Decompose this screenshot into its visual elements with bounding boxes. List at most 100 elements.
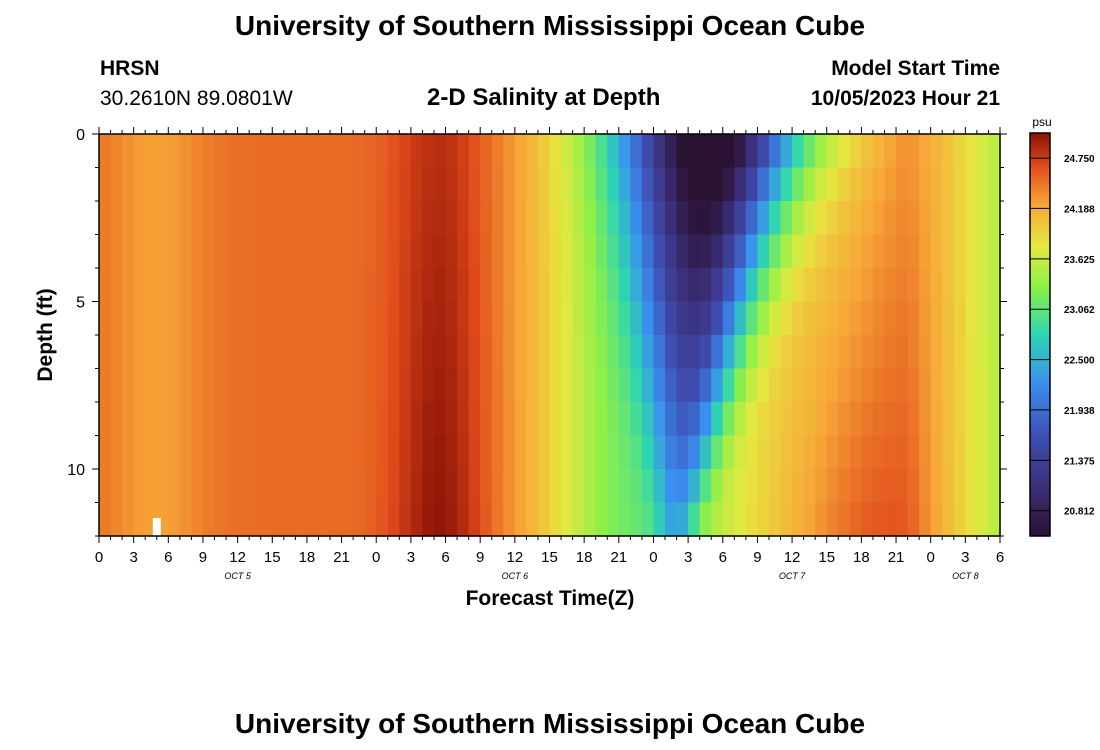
heatmap-cell — [364, 368, 377, 403]
heatmap-cell — [214, 301, 227, 336]
heatmap-cell — [376, 201, 389, 236]
heatmap-cell — [953, 301, 966, 336]
heatmap-cell — [872, 167, 886, 202]
heatmap-cell — [699, 335, 712, 370]
heatmap-cell — [422, 435, 435, 470]
heatmap-cell — [237, 435, 250, 470]
heatmap-cell — [353, 435, 366, 470]
heatmap-cell — [792, 167, 805, 202]
heatmap-cell — [145, 402, 158, 437]
heatmap-cell — [202, 402, 216, 437]
heatmap-cell — [826, 368, 839, 403]
heatmap-cell — [861, 435, 874, 470]
heatmap-cell — [272, 435, 285, 470]
x-tick-label: 15 — [818, 549, 835, 566]
page-title: University of Southern Mississippi Ocean… — [234, 10, 866, 41]
heatmap-cell — [237, 402, 250, 437]
heatmap-cell — [514, 234, 527, 269]
heatmap-cell — [110, 435, 123, 470]
heatmap-cell — [653, 469, 666, 504]
heatmap-cell — [838, 368, 851, 403]
heatmap-cell — [688, 402, 701, 437]
model-start-time: 10/05/2023 Hour 21 — [810, 87, 1000, 110]
heatmap-cell — [156, 301, 169, 336]
heatmap-cell — [445, 335, 458, 370]
heatmap-cell — [803, 335, 816, 370]
heatmap-cell — [768, 469, 782, 504]
heatmap-cell — [907, 335, 920, 370]
heatmap-cell — [283, 167, 296, 202]
heatmap-cell — [872, 435, 886, 470]
heatmap-cell — [145, 335, 158, 370]
heatmap-cell — [457, 469, 470, 504]
heatmap-cell — [930, 469, 943, 504]
heatmap-cell — [561, 201, 574, 236]
heatmap-cell — [803, 234, 816, 269]
heatmap-cell — [422, 368, 435, 403]
heatmap-cell — [757, 301, 770, 336]
heatmap-cell — [376, 167, 389, 202]
heatmap-cell — [607, 402, 620, 437]
heatmap-cell — [849, 134, 862, 169]
heatmap-cell — [491, 469, 504, 504]
heatmap-cell — [537, 502, 551, 537]
heatmap-cell — [630, 301, 643, 336]
heatmap-cell — [249, 134, 262, 169]
heatmap-cell — [387, 402, 400, 437]
heatmap-cell — [803, 201, 816, 236]
heatmap-cell — [849, 335, 862, 370]
heatmap-cell — [930, 234, 943, 269]
heatmap-cell — [653, 368, 666, 403]
y-tick-label: 0 — [76, 127, 85, 144]
x-tick-label: 15 — [264, 549, 281, 566]
heatmap-cell — [295, 201, 308, 236]
heatmap-cell — [237, 502, 250, 537]
heatmap-cell — [468, 469, 481, 504]
heatmap-cell — [330, 301, 343, 336]
heatmap-cell — [896, 502, 909, 537]
heatmap-cell — [653, 268, 666, 303]
heatmap-cell — [503, 435, 516, 470]
heatmap-cell — [838, 134, 851, 169]
heatmap-cell — [930, 435, 943, 470]
heatmap-cell — [792, 201, 805, 236]
heatmap-cell — [792, 502, 805, 537]
heatmap-cell — [676, 268, 689, 303]
heatmap-cell — [179, 167, 193, 202]
heatmap-cell — [665, 201, 678, 236]
heatmap-cell — [907, 134, 920, 169]
heatmap-cell — [976, 167, 990, 202]
heatmap-cell — [260, 435, 273, 470]
heatmap-cell — [676, 435, 689, 470]
heatmap-cell — [202, 234, 216, 269]
heatmap-cell — [826, 402, 839, 437]
heatmap-cell — [919, 469, 932, 504]
heatmap-cell — [965, 469, 978, 504]
heatmap-cell — [584, 502, 597, 537]
heatmap-cell — [849, 167, 862, 202]
heatmap-cell — [145, 134, 158, 169]
heatmap-cell — [976, 335, 990, 370]
heatmap-cell — [976, 469, 990, 504]
heatmap-cell — [376, 435, 389, 470]
heatmap-cell — [226, 201, 239, 236]
heatmap-cell — [965, 167, 978, 202]
heatmap-cell — [780, 502, 793, 537]
heatmap-cell — [468, 301, 481, 336]
heatmap-cell — [422, 201, 435, 236]
heatmap-cell — [514, 402, 527, 437]
heatmap-cell — [526, 502, 539, 537]
axes: 0 3 6 9 12 15 18 21 0 3 6 9 12 15 18 21 0 3 6 9 12 15 18 21 0 3 6 O… — [67, 127, 1007, 581]
heatmap-cell — [133, 301, 146, 336]
heatmap-cell — [953, 134, 966, 169]
heatmap-cell — [133, 502, 146, 537]
heatmap-cell — [353, 167, 366, 202]
heatmap-cell — [792, 134, 805, 169]
heatmap-cell — [526, 301, 539, 336]
heatmap-cell — [745, 301, 759, 336]
heatmap-cell — [665, 368, 678, 403]
heatmap-cell — [537, 301, 551, 336]
heatmap-cell — [711, 402, 724, 437]
heatmap-cell — [295, 502, 308, 537]
heatmap-cell — [872, 502, 886, 537]
